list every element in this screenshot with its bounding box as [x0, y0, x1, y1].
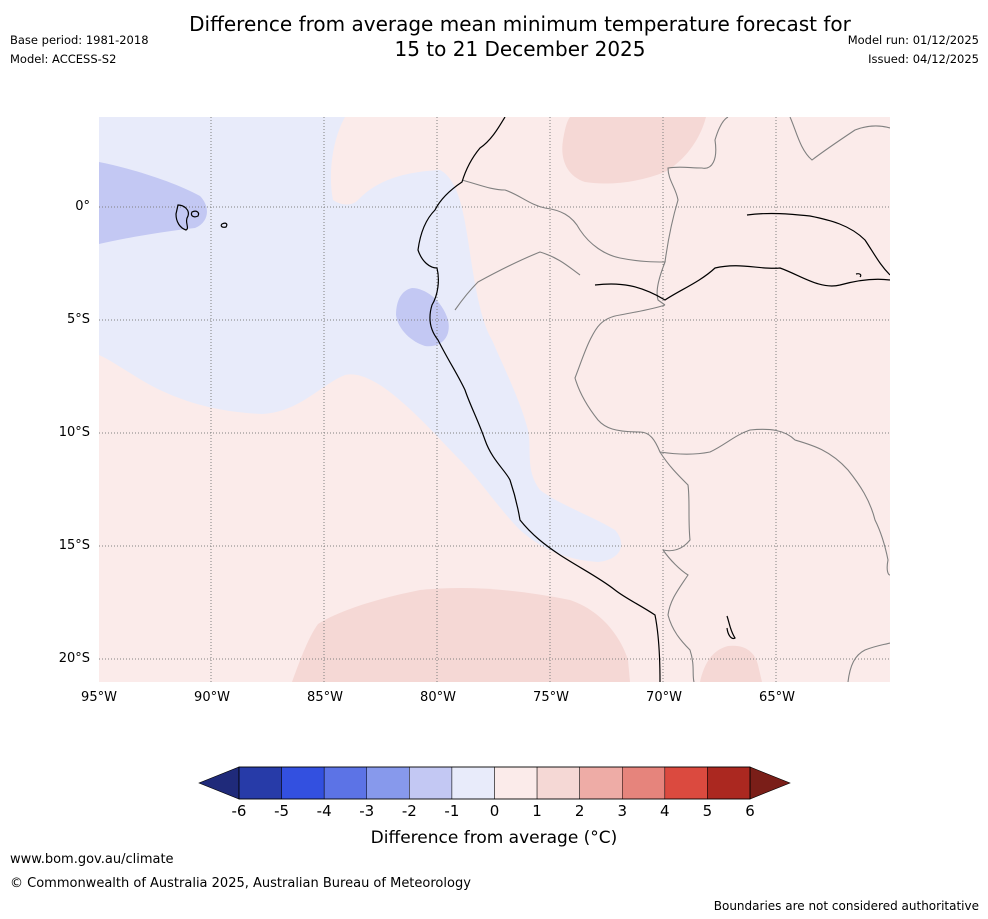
colorbar-bin-9 [622, 766, 666, 800]
colorbar-tick-label: -6 [231, 802, 247, 820]
map-plot-area[interactable] [99, 117, 890, 682]
chart-title: Difference from average mean minimum tem… [160, 12, 880, 62]
colorbar-tick-label: 4 [660, 802, 670, 820]
model-run-text: Model run: 01/12/2025 [847, 33, 979, 47]
title-line-1: Difference from average mean minimum tem… [189, 12, 851, 36]
lat-label-5s: 5°S [66, 312, 90, 327]
model-text: Model: ACCESS-S2 [10, 52, 117, 66]
colorbar [198, 766, 791, 800]
base-period-text: Base period: 1981-2018 [10, 33, 149, 47]
disclaimer-text: Boundaries are not considered authoritat… [713, 899, 979, 913]
colorbar-tick-label: 6 [745, 802, 755, 820]
gridlines [99, 117, 890, 682]
lon-label-95w: 95°W [81, 690, 117, 705]
colorbar-tick-label: 2 [574, 802, 585, 820]
colorbar-tick-label: -5 [274, 802, 290, 820]
colorbar-bin-5 [451, 766, 495, 800]
copyright-text: © Commonwealth of Australia 2025, Austra… [10, 876, 471, 891]
anomaly-region-minus1-to-0 [99, 117, 622, 562]
title-line-2: 15 to 21 December 2025 [394, 37, 646, 61]
colorbar-tick-label: -4 [316, 802, 332, 820]
lon-label-85w: 85°W [307, 690, 343, 705]
lat-label-10s: 10°S [58, 425, 90, 440]
colorbar-bin-0 [238, 766, 282, 800]
anomaly-region-1-to-2-southeast [700, 645, 762, 682]
lat-label-15s: 15°S [58, 538, 90, 553]
lat-label-20s: 20°S [58, 651, 90, 666]
colorbar-high-extension [749, 766, 791, 800]
lon-label-80w: 80°W [420, 690, 456, 705]
colorbar-bin-6 [494, 766, 538, 800]
national-borders [454, 117, 890, 682]
colorbar-tick-label: 0 [489, 802, 500, 820]
colorbar-bin-4 [409, 766, 453, 800]
colorbar-bin-10 [664, 766, 708, 800]
issued-text: Issued: 04/12/2025 [868, 52, 979, 66]
colorbar-bin-11 [707, 766, 751, 800]
colorbar-bin-7 [536, 766, 580, 800]
colorbar-label: Difference from average (°C) [370, 828, 618, 848]
anomaly-region-minus2-to-minus1-west [99, 162, 207, 244]
lon-label-65w: 65°W [759, 690, 795, 705]
colorbar-tick-label: 3 [617, 802, 628, 820]
lat-label-0: 0° [75, 199, 90, 214]
meta-right: Model run: 01/12/2025 Issued: 04/12/2025 [848, 33, 979, 71]
colorbar-bin-3 [366, 766, 410, 800]
colorbar-tick-label: -1 [444, 802, 460, 820]
colorbar-low-extension [198, 766, 240, 800]
colorbar-tick-label: -2 [401, 802, 417, 820]
anomaly-region-minus2-to-minus1-coast [396, 288, 449, 347]
lon-label-75w: 75°W [533, 690, 569, 705]
colorbar-bin-1 [281, 766, 325, 800]
lon-label-90w: 90°W [194, 690, 230, 705]
coastline [175, 117, 890, 682]
colorbar-tick-label: 5 [702, 802, 713, 820]
meta-left: Base period: 1981-2018 Model: ACCESS-S2 [10, 33, 149, 71]
colorbar-tick-label: 1 [532, 802, 542, 820]
lon-label-70w: 70°W [646, 690, 682, 705]
anomaly-region-1-to-2-north [562, 117, 706, 184]
colorbar-tick-label: -3 [359, 802, 375, 820]
colorbar-bin-2 [323, 766, 367, 800]
colorbar-bin-8 [579, 766, 623, 800]
source-url[interactable]: www.bom.gov.au/climate [10, 852, 174, 867]
anomaly-region-1-to-2-south [292, 588, 630, 682]
